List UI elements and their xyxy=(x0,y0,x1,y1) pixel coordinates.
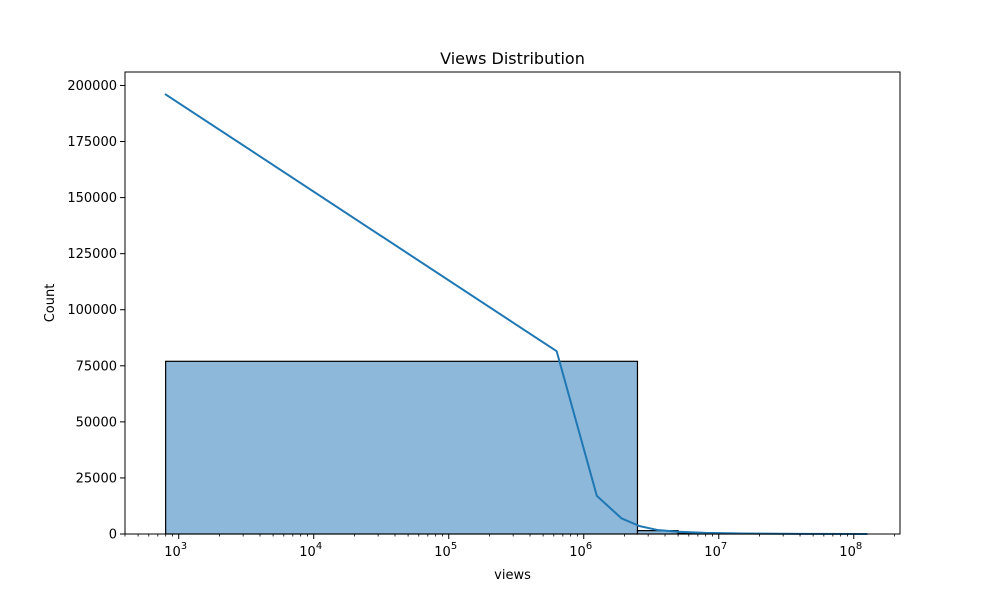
plot-frame xyxy=(124,71,901,535)
histogram-bars xyxy=(165,360,868,535)
y-tick-label: 100000 xyxy=(67,303,117,318)
y-tick-label: 150000 xyxy=(67,191,117,206)
y-tick-label: 0 xyxy=(109,528,117,543)
x-tick-label: 103 xyxy=(164,541,187,560)
y-tick-label: 25000 xyxy=(76,471,117,486)
y-tick-label: 175000 xyxy=(67,135,117,150)
x-axis-title: views xyxy=(494,568,531,583)
y-axis: 0 25000 50000 75000 100000 125000 150000 175000… xyxy=(67,79,125,543)
y-tick-label: 50000 xyxy=(76,415,117,430)
x-tick-label: 104 xyxy=(299,541,322,560)
histogram-bar xyxy=(165,360,639,535)
y-tick-label: 75000 xyxy=(76,359,117,374)
x-tick-label: 108 xyxy=(839,541,862,560)
y-tick-label: 125000 xyxy=(67,247,117,262)
y-tick-label: 200000 xyxy=(67,79,117,94)
x-tick-label: 107 xyxy=(704,541,727,560)
x-tick-label: 106 xyxy=(569,541,592,560)
y-axis-title: Count xyxy=(43,284,58,323)
x-tick-label: 105 xyxy=(434,541,457,560)
x-axis: 103 104 105 106 107 108 xyxy=(124,534,895,560)
chart-title: Views Distribution xyxy=(440,49,585,68)
